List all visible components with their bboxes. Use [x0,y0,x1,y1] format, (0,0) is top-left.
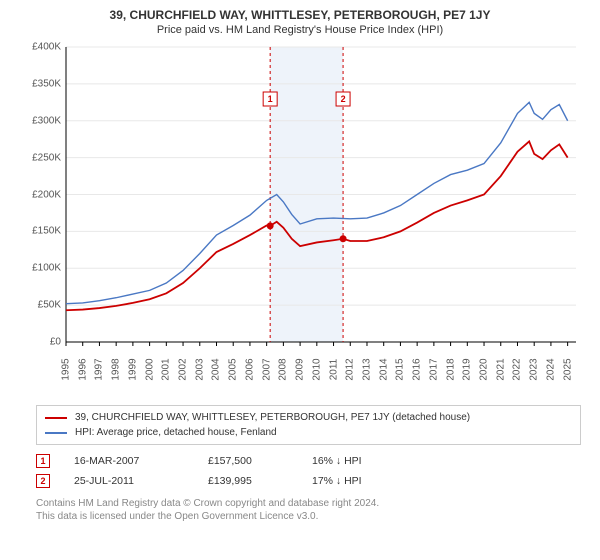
chart-svg: 12 [16,42,581,397]
legend-item: 39, CHURCHFIELD WAY, WHITTLESEY, PETERBO… [45,410,572,425]
x-tick-label: 2002 [178,358,189,380]
x-tick-label: 2014 [378,358,389,380]
sale-delta: 17% ↓ HPI [312,475,362,487]
x-tick-label: 2020 [479,358,490,380]
x-tick-label: 1999 [127,358,138,380]
sale-marker: 1 [36,454,50,468]
x-tick-label: 2016 [412,358,423,380]
y-tick-label: £200K [32,189,61,200]
legend: 39, CHURCHFIELD WAY, WHITTLESEY, PETERBO… [36,405,581,445]
legend-swatch [45,432,67,434]
x-tick-label: 2015 [395,358,406,380]
y-tick-label: £100K [32,263,61,274]
y-tick-label: £150K [32,226,61,237]
legend-label: 39, CHURCHFIELD WAY, WHITTLESEY, PETERBO… [75,410,470,425]
sales-table: 1 16-MAR-2007 £157,500 16% ↓ HPI 2 25-JUL-201… [36,451,584,491]
x-tick-label: 2005 [228,358,239,380]
x-tick-label: 2000 [144,358,155,380]
x-tick-label: 1997 [94,358,105,380]
x-tick-label: 2006 [244,358,255,380]
sale-date: 16-MAR-2007 [74,455,184,467]
x-tick-label: 2023 [529,358,540,380]
y-tick-label: £0 [50,337,61,348]
x-tick-label: 2007 [261,358,272,380]
sale-marker: 2 [36,474,50,488]
x-tick-label: 1995 [61,358,72,380]
x-tick-label: 2019 [462,358,473,380]
footnote: Contains HM Land Registry data © Crown c… [36,497,584,523]
y-tick-label: £350K [32,78,61,89]
x-tick-label: 1996 [77,358,88,380]
x-tick-label: 2018 [445,358,456,380]
page-subtitle: Price paid vs. HM Land Registry's House … [16,24,584,36]
x-tick-label: 2009 [295,358,306,380]
sale-price: £157,500 [208,455,288,467]
x-tick-label: 2010 [311,358,322,380]
x-tick-label: 2013 [361,358,372,380]
x-tick-label: 2017 [428,358,439,380]
page-title: 39, CHURCHFIELD WAY, WHITTLESEY, PETERBO… [16,8,584,22]
x-tick-label: 2001 [161,358,172,380]
svg-text:1: 1 [268,94,273,104]
price-chart: 12 £0£50K£100K£150K£200K£250K£300K£350K£… [16,42,581,397]
x-tick-label: 2022 [512,358,523,380]
x-tick-label: 1998 [111,358,122,380]
y-tick-label: £400K [32,42,61,53]
footnote-line1: Contains HM Land Registry data © Crown c… [36,497,584,510]
x-tick-label: 2021 [495,358,506,380]
x-tick-label: 2003 [194,358,205,380]
x-tick-label: 2012 [345,358,356,380]
legend-label: HPI: Average price, detached house, Fenl… [75,425,277,440]
svg-text:2: 2 [341,94,346,104]
sale-date: 25-JUL-2011 [74,475,184,487]
sale-row: 2 25-JUL-2011 £139,995 17% ↓ HPI [36,471,584,491]
y-tick-label: £300K [32,115,61,126]
sale-price: £139,995 [208,475,288,487]
sale-delta: 16% ↓ HPI [312,455,362,467]
footnote-line2: This data is licensed under the Open Gov… [36,510,584,523]
x-tick-label: 2008 [278,358,289,380]
legend-item: HPI: Average price, detached house, Fenl… [45,425,572,440]
y-tick-label: £250K [32,152,61,163]
x-tick-label: 2004 [211,358,222,380]
x-tick-label: 2025 [562,358,573,380]
y-tick-label: £50K [38,300,61,311]
sale-row: 1 16-MAR-2007 £157,500 16% ↓ HPI [36,451,584,471]
x-tick-label: 2024 [545,358,556,380]
x-tick-label: 2011 [328,359,339,381]
legend-swatch [45,417,67,419]
